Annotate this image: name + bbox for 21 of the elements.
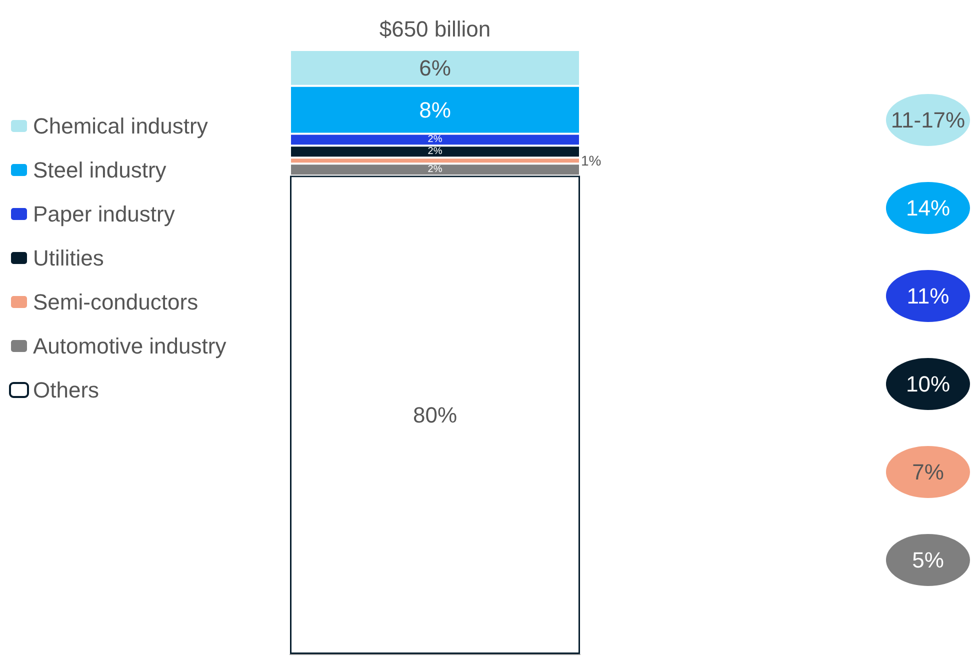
text: 11% — [906, 284, 950, 308]
legend-label: Automotive industry — [33, 334, 226, 358]
data-label: 6% — [419, 55, 451, 80]
legend-label: Chemical industry — [33, 114, 208, 138]
legend-label: Utilities — [33, 246, 104, 270]
legend-label: Others — [33, 378, 100, 402]
text: 5% — [912, 548, 944, 572]
data-label: 2% — [428, 146, 442, 158]
data-label: 1% — [581, 152, 602, 169]
data-label: 2% — [428, 134, 442, 146]
legend-label: Steel industry — [33, 158, 166, 182]
text: 7% — [912, 460, 944, 484]
text: 14% — [906, 196, 950, 220]
data-label: 8% — [419, 97, 451, 122]
data-label: 80% — [412, 402, 458, 428]
text: 11-17% — [890, 108, 966, 132]
legend-label: Paper industry — [33, 202, 175, 226]
chart-title: $650 billion — [379, 16, 491, 42]
data-label: 2% — [428, 164, 442, 176]
text: 10% — [906, 372, 950, 396]
legend-label: Semi-conductors — [33, 290, 198, 314]
